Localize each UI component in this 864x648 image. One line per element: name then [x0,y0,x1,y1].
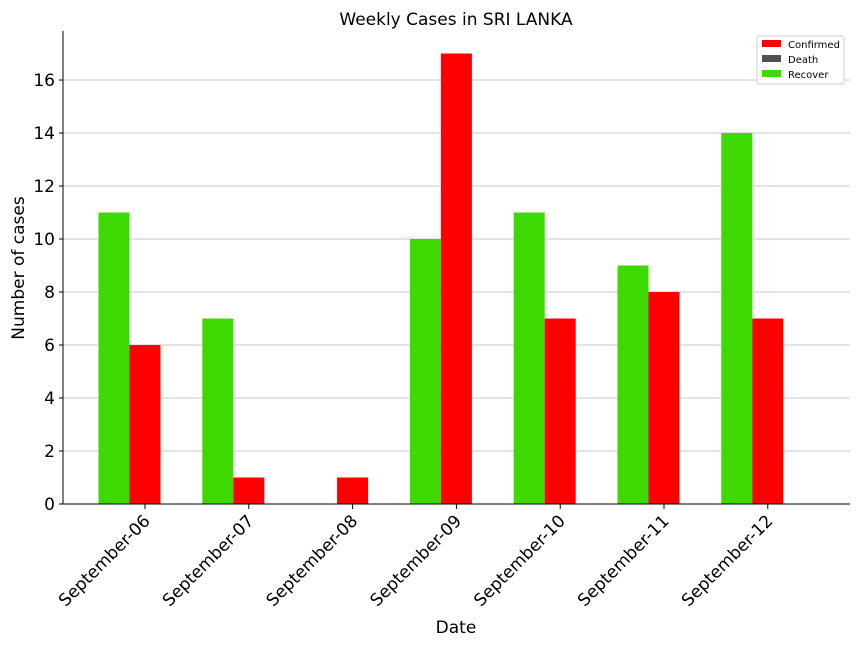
legend-label: Death [788,55,818,66]
legend: Confirmed Death Recover [756,35,845,85]
bar-confirmed [337,477,369,504]
legend-swatch [762,70,781,77]
legend-label: Confirmed [788,40,840,51]
bar-recover [721,133,753,505]
bar-confirmed [440,53,472,505]
chart-title: Weekly Cases in SRI LANKA [339,10,573,30]
bar-recover [409,239,441,504]
x-tick-label: September-10 [470,511,569,610]
y-tick-label: 6 [44,336,55,356]
legend-label: Recover [788,70,829,81]
y-tick-label: 4 [44,389,55,409]
bar-recover [617,265,649,504]
x-tick-label: September-06 [55,511,154,610]
x-ticks: September-06 September-07 September-08 Sept… [55,504,777,611]
legend-swatch [762,55,781,62]
y-tick-label: 2 [44,442,55,462]
y-tick-label: 8 [44,283,55,303]
bar-recover [98,212,130,504]
y-tick-label: 10 [33,230,55,250]
y-tick-label: 12 [33,177,55,197]
bar-confirmed [233,477,265,504]
y-ticks: 0 2 4 6 8 10 12 14 16 [33,71,63,515]
bar-confirmed [544,318,576,504]
x-tick-label: September-11 [574,511,673,610]
bars [98,53,784,505]
y-tick-label: 16 [33,71,55,91]
y-axis-label: Number of cases [9,196,29,340]
x-tick-label: September-07 [159,511,258,610]
bar-confirmed [752,318,784,504]
bar-confirmed [648,292,680,504]
legend-swatch [762,40,781,47]
x-tick-label: September-08 [263,511,362,610]
y-tick-label: 14 [33,124,55,144]
bar-recover [513,212,545,504]
x-tick-label: September-12 [678,511,777,610]
y-tick-label: 0 [44,495,55,515]
x-tick-label: September-09 [366,511,465,610]
bar-recover [202,318,234,504]
x-axis-label: Date [436,618,477,638]
bar-confirmed [129,345,161,504]
